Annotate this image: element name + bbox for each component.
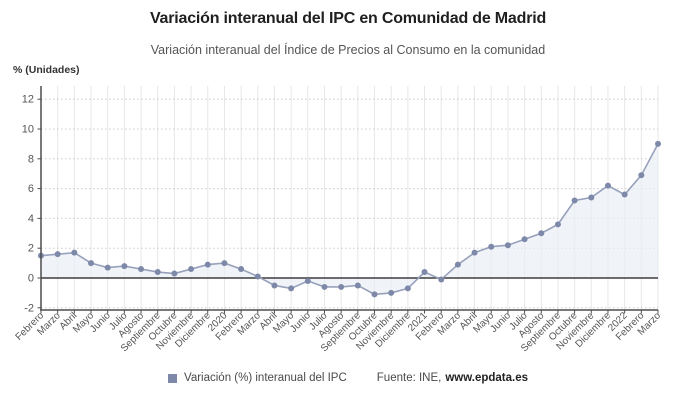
y-axis-tick-label: 12 — [22, 94, 34, 106]
data-point — [238, 266, 245, 273]
legend-swatch-icon — [168, 373, 177, 383]
series-area — [41, 143, 658, 295]
page-title: Variación interanual del IPC en Comunida… — [149, 10, 547, 27]
data-point — [254, 273, 261, 280]
data-point — [638, 172, 645, 179]
data-point — [421, 269, 428, 276]
data-point — [655, 140, 661, 147]
data-point — [521, 236, 528, 243]
data-point — [154, 269, 161, 276]
y-axis-tick-label: 8 — [28, 153, 34, 165]
data-point — [321, 283, 328, 290]
data-point — [388, 289, 395, 296]
source-credit: Fuente: INE, www.epdata.es — [377, 372, 528, 384]
y-axis-tick-label: 10 — [22, 124, 34, 136]
data-point — [138, 266, 145, 273]
data-point — [204, 261, 211, 268]
data-point — [438, 276, 445, 283]
data-point — [538, 230, 545, 237]
data-point — [271, 282, 278, 289]
data-point — [221, 260, 228, 267]
data-point — [354, 282, 361, 289]
source-site-link[interactable]: www.epdata.es — [445, 372, 528, 384]
y-axis-unit-label: % (Unidades) — [13, 64, 80, 76]
data-point — [554, 221, 561, 228]
page-subtitle: Variación interanual del Índice de Preci… — [150, 43, 546, 57]
data-point — [71, 249, 78, 256]
data-point — [288, 285, 295, 292]
data-point — [488, 243, 495, 250]
data-point — [454, 261, 461, 268]
legend-item-ipc[interactable]: Variación (%) interanual del IPC — [168, 372, 347, 384]
y-axis-tick-label: 6 — [28, 183, 34, 195]
data-point — [104, 264, 111, 271]
data-point — [404, 285, 411, 292]
source-label: Fuente: INE, — [376, 372, 442, 384]
data-point — [588, 194, 595, 201]
data-point — [604, 182, 611, 189]
data-point — [88, 260, 95, 267]
data-point — [471, 249, 478, 256]
data-point — [371, 291, 378, 298]
data-point — [504, 242, 511, 249]
y-axis-tick-label: 0 — [28, 273, 34, 285]
data-point — [621, 191, 628, 198]
legend-label: Variación (%) interanual del IPC — [184, 372, 347, 384]
data-point — [571, 197, 578, 204]
data-point — [121, 263, 128, 270]
y-axis-tick-label: -2 — [24, 302, 34, 314]
chart-footer: Variación (%) interanual del IPC Fuente:… — [0, 372, 696, 384]
data-point — [171, 270, 178, 277]
data-point — [338, 283, 345, 290]
data-point — [188, 266, 195, 273]
data-point — [54, 251, 61, 258]
y-axis-tick-label: 2 — [28, 243, 34, 255]
data-point — [304, 277, 311, 284]
y-axis-tick-label: 4 — [28, 213, 34, 225]
